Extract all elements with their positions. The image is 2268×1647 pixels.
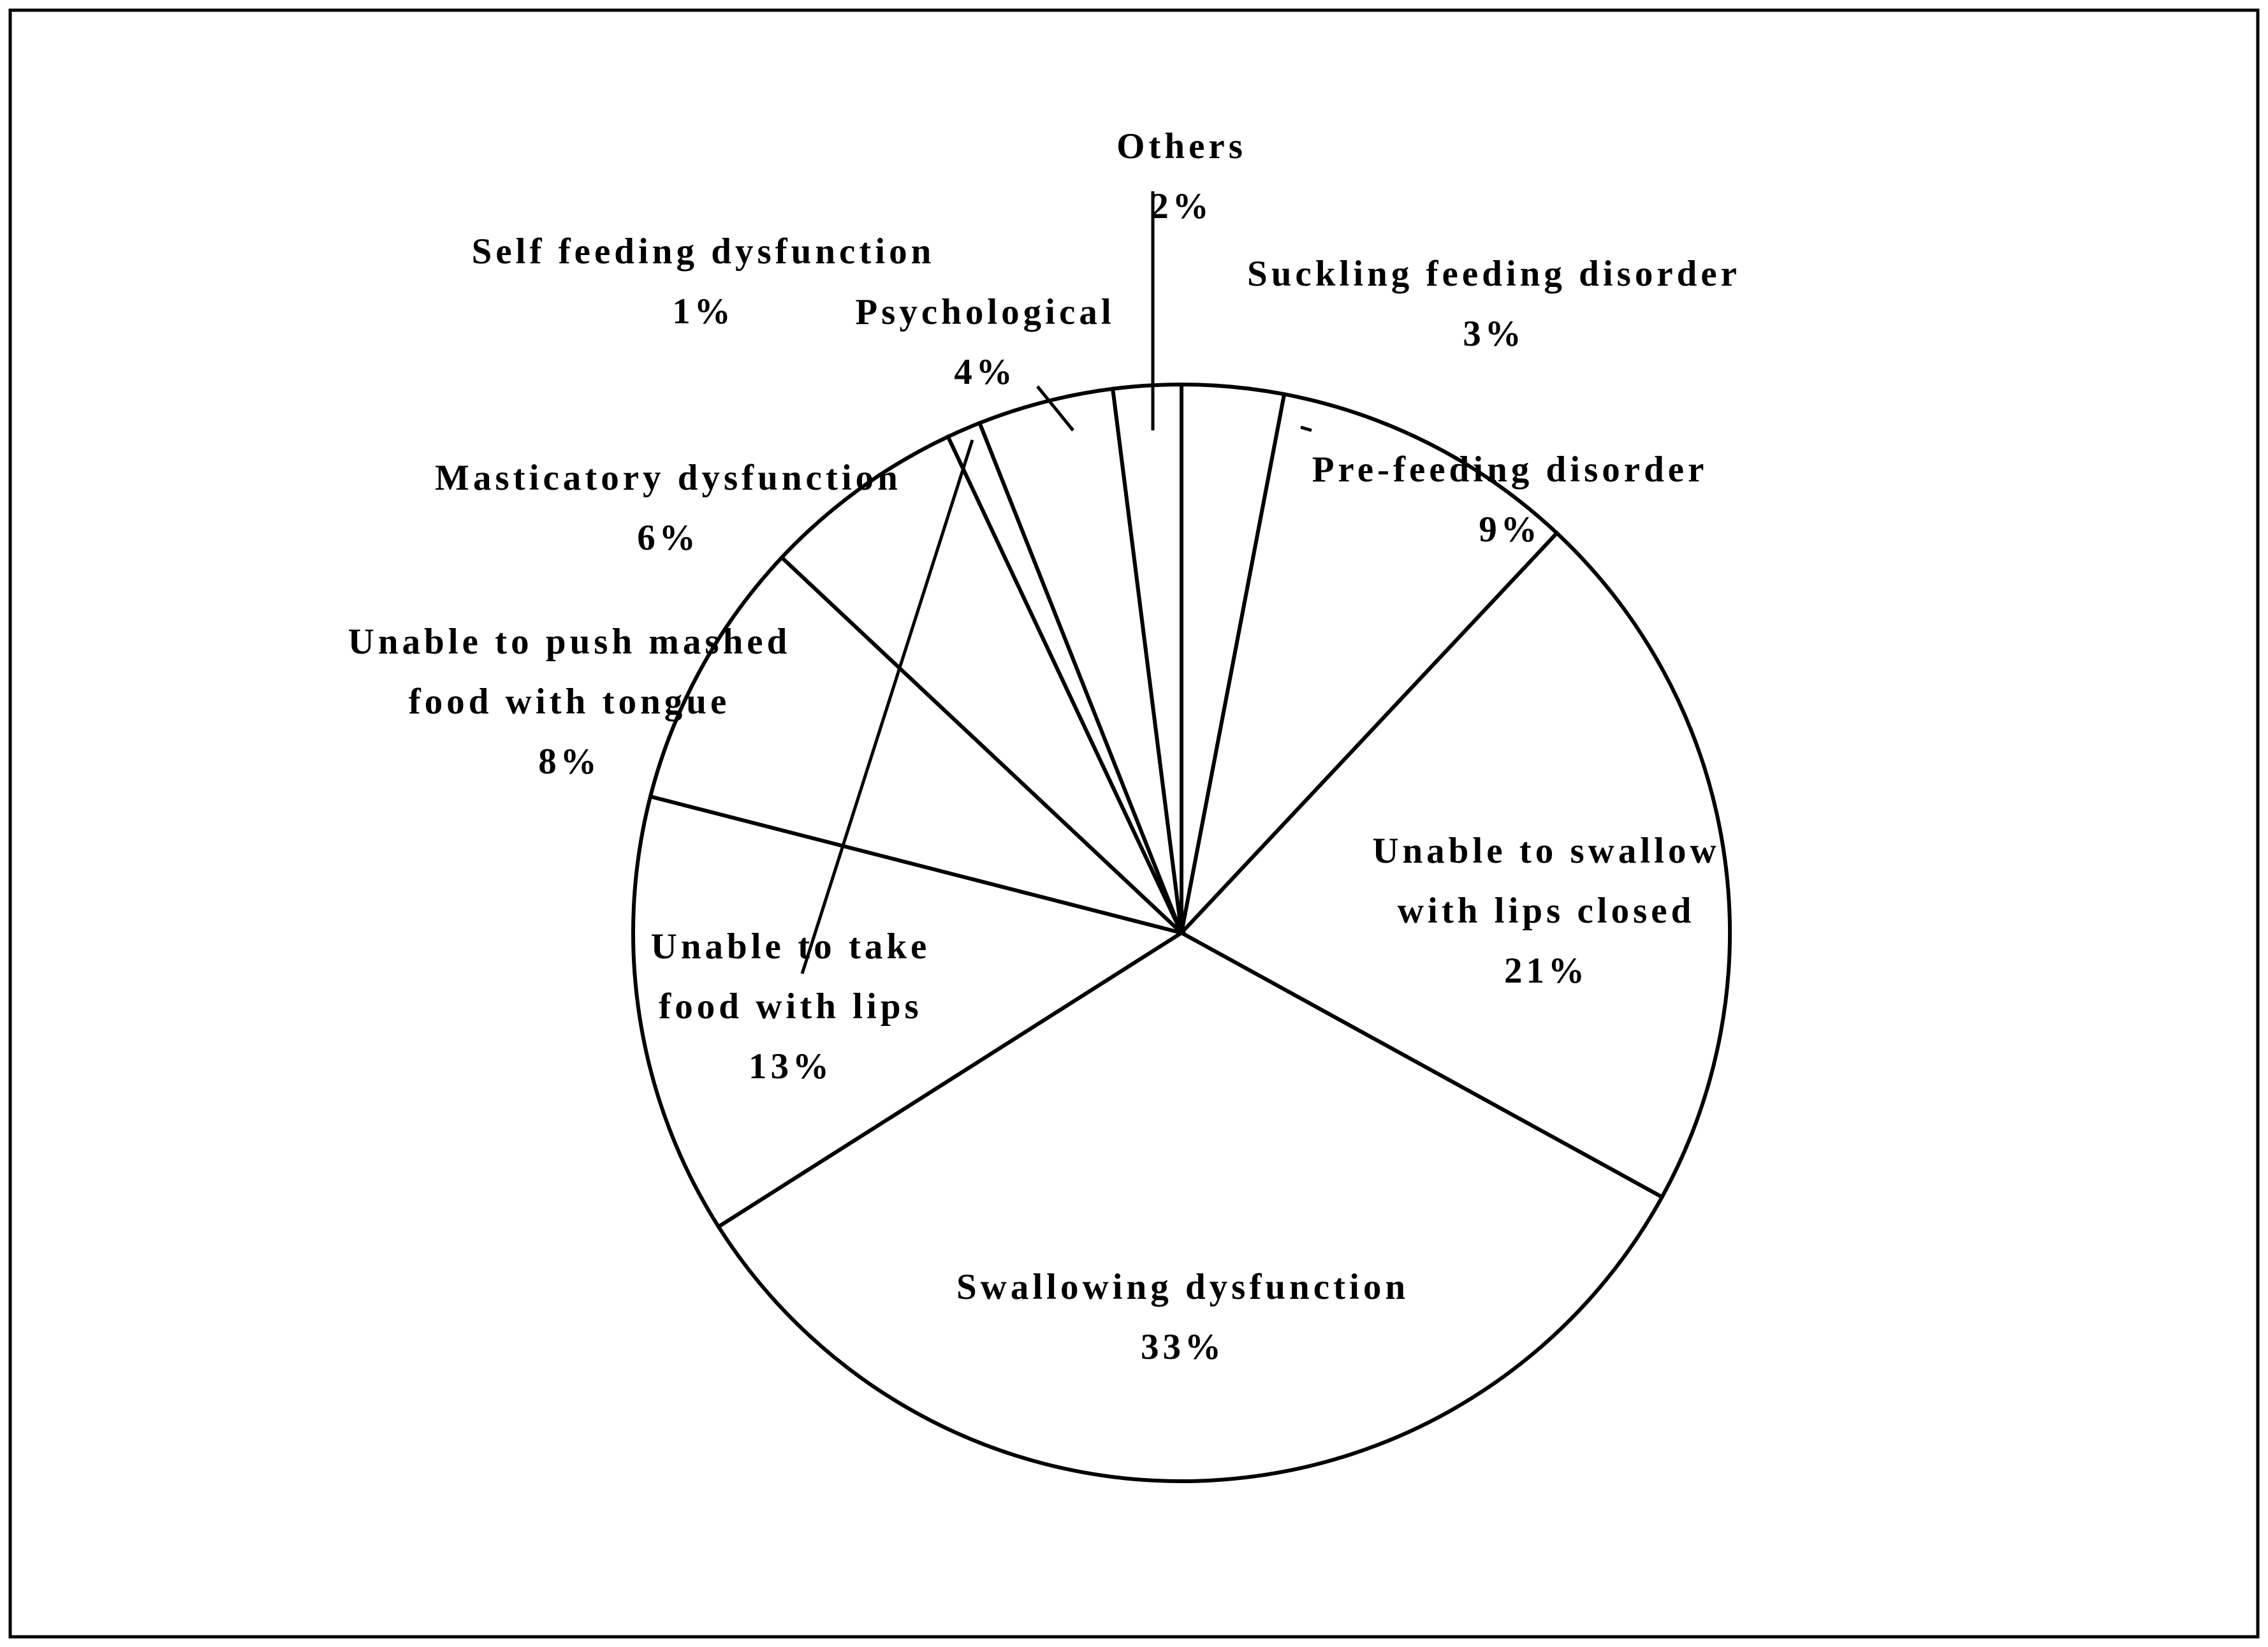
slice-label-text: Suckling feeding disorder [1247,254,1741,294]
pie-slice [1110,382,1183,933]
leader-line [1300,425,1312,432]
slice-label-text: with lips closed [1398,891,1695,931]
slice-value-label: 13% [749,1046,833,1087]
slice-label-text: food with lips [659,986,922,1027]
slice-label: Pre-feeding disorder 9% [1312,450,1708,550]
slice-label: Self feeding dysfunction 1% [472,231,935,332]
slice-label-text: Unable to swallow [1372,831,1720,871]
slice-label-text: Masticatory dysfunction [435,458,902,498]
slice-label: Unable to swallow with lips closed 21% [1372,831,1720,991]
slice-value-label: 2% [1150,186,1213,226]
slice-label: Swallowing dysfunction 33% [956,1267,1409,1367]
slice-value-label: 9% [1479,509,1541,550]
pie-slice [648,555,1183,935]
slice-label-text: Swallowing dysfunction [956,1267,1409,1307]
slice-value-label: 4% [954,352,1016,392]
pie-slice [631,794,1187,1229]
labels-layer: Suckling feeding disorder 3% Pre-feeding d… [348,126,1741,1367]
slice-value-label: 3% [1463,314,1525,354]
slice-value-label: 8% [538,742,601,782]
pie-slice [1178,392,1560,939]
slice-value-label: 33% [1141,1327,1225,1367]
pie-slice [1178,530,1732,1200]
pie-slice [715,930,1665,1483]
slice-label: Unable to push mashed food with tongue 8% [348,622,791,782]
slice-label: Suckling feeding disorder 3% [1247,254,1741,354]
slice-label-text: food with tongue [409,682,731,722]
pie-slice [977,386,1183,934]
slice-label: Psychological 4% [855,292,1115,392]
slice-label-text: Unable to take [651,926,931,967]
slice-value-label: 21% [1504,951,1588,991]
slice-label: Masticatory dysfunction 6% [435,458,902,558]
slice-label-text: Pre-feeding disorder [1312,450,1708,490]
slice-label: Unable to take food with lips 13% [651,926,931,1087]
slice-label-text: Psychological [855,292,1115,332]
slice-label-text: Self feeding dysfunction [472,231,935,272]
leader-line [800,439,974,974]
slice-value-label: 6% [637,518,699,558]
slice-label-text: Others [1116,126,1247,166]
slice-value-label: 1% [672,291,735,332]
slice-label-text: Unable to push mashed [348,622,791,662]
leader-line [1036,385,1074,432]
leader-lines-layer [800,191,1312,974]
slices-layer [631,382,1732,1483]
slice-label: Others 2% [1116,126,1247,226]
pie-slice [779,434,1183,935]
